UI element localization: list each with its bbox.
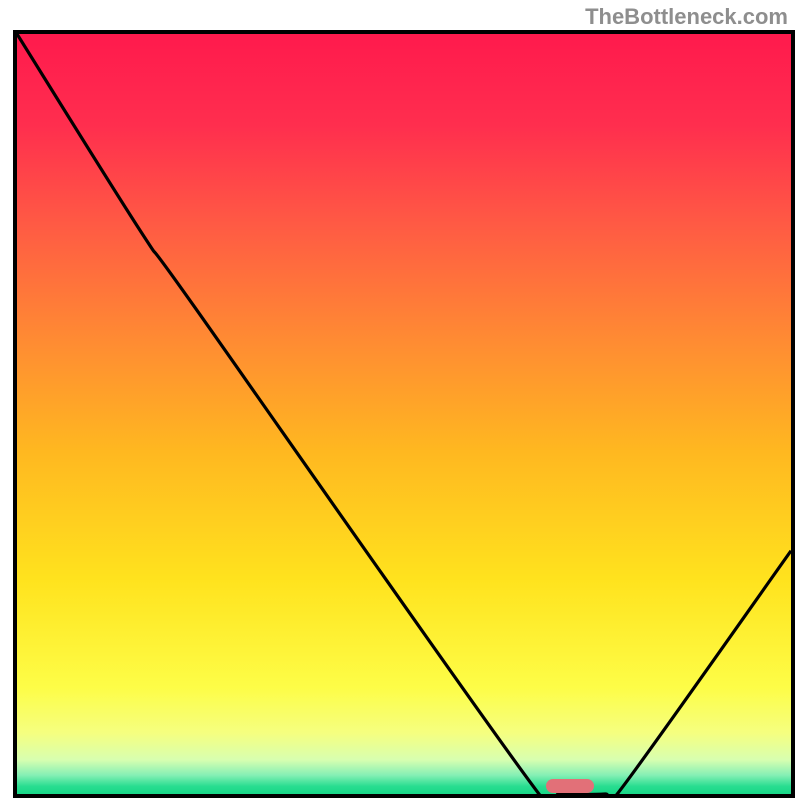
chart-frame [13,30,795,798]
gradient-rect [17,34,791,794]
chart-background-gradient [17,34,791,794]
chart-container: TheBottleneck.com [0,0,800,800]
watermark-text: TheBottleneck.com [585,4,788,30]
